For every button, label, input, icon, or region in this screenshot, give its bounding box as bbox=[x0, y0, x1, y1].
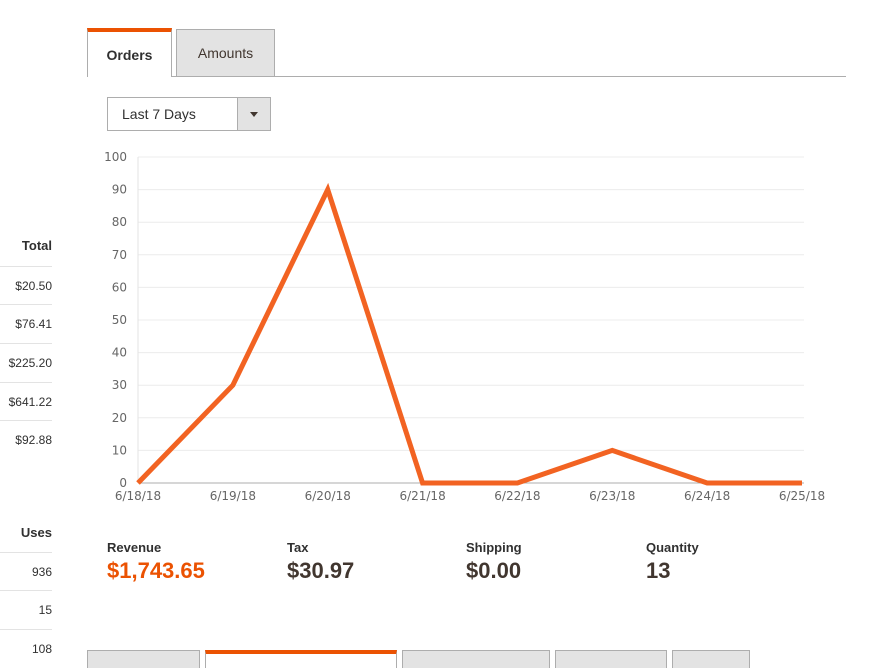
bottom-tab[interactable] bbox=[402, 650, 550, 668]
bottom-tab[interactable] bbox=[672, 650, 750, 668]
y-tick-label: 20 bbox=[112, 411, 127, 425]
tax-label: Tax bbox=[287, 540, 309, 555]
revenue-label: Revenue bbox=[107, 540, 162, 555]
series-line bbox=[136, 182, 802, 486]
x-tick-label: 6/19/18 bbox=[210, 489, 256, 503]
y-tick-label: 100 bbox=[104, 150, 127, 164]
table-cell: $20.50 bbox=[0, 266, 52, 304]
table-cell: 936 bbox=[0, 552, 52, 590]
y-tick-label: 40 bbox=[112, 346, 127, 360]
y-tick-label: 60 bbox=[112, 280, 127, 294]
dropdown-toggle[interactable] bbox=[237, 98, 270, 130]
table-cell: $76.41 bbox=[0, 304, 52, 342]
period-select-value: Last 7 Days bbox=[122, 106, 196, 122]
y-tick-label: 90 bbox=[112, 183, 127, 197]
y-tick-label: 70 bbox=[112, 248, 127, 262]
orders-line-chart: 0 10 20 30 40 50 60 70 80 90 100 6/18/18 6/19/18 6/20… bbox=[104, 150, 825, 503]
bottom-tab-active[interactable] bbox=[205, 650, 397, 668]
table-cell: $641.22 bbox=[0, 382, 52, 420]
table-cell: 15 bbox=[0, 590, 52, 628]
table-cell: 108 bbox=[0, 629, 52, 667]
y-tick-label: 80 bbox=[112, 215, 127, 229]
total-shipping: Shipping $0.00 bbox=[466, 540, 522, 584]
x-tick-label: 6/20/18 bbox=[305, 489, 351, 503]
x-tick-label: 6/22/18 bbox=[494, 489, 540, 503]
quantity-label: Quantity bbox=[646, 540, 699, 555]
y-tick-label: 10 bbox=[112, 443, 127, 457]
x-tick-label: 6/23/18 bbox=[589, 489, 635, 503]
x-tick-label: 6/21/18 bbox=[399, 489, 445, 503]
table-cell: $92.88 bbox=[0, 420, 52, 458]
shipping-label: Shipping bbox=[466, 540, 522, 555]
y-tick-label: 30 bbox=[112, 378, 127, 392]
x-tick-label: 6/24/18 bbox=[684, 489, 730, 503]
bottom-tab[interactable] bbox=[87, 650, 200, 668]
tab-orders[interactable]: Orders bbox=[87, 28, 172, 77]
chart-tabs: Orders Amounts bbox=[87, 28, 846, 77]
tax-value: $30.97 bbox=[287, 558, 355, 583]
tab-amounts[interactable]: Amounts bbox=[176, 29, 275, 76]
x-tick-label: 6/25/18 bbox=[779, 489, 825, 503]
total-quantity: Quantity 13 bbox=[646, 540, 699, 584]
y-tick-label: 0 bbox=[119, 476, 127, 490]
dashboard-totals: Revenue $1,743.65 Tax $30.97 Shipping $0… bbox=[107, 540, 847, 600]
quantity-value: 13 bbox=[646, 558, 671, 583]
y-tick-label: 50 bbox=[112, 313, 127, 327]
bottom-tab[interactable] bbox=[555, 650, 667, 668]
table-cell: $225.20 bbox=[0, 343, 52, 381]
revenue-value: $1,743.65 bbox=[107, 558, 205, 583]
total-column-header: Total bbox=[21, 238, 52, 253]
shipping-value: $0.00 bbox=[466, 558, 522, 583]
period-select[interactable]: Last 7 Days bbox=[107, 97, 271, 131]
uses-column-header: Uses bbox=[20, 525, 52, 540]
chevron-down-icon bbox=[250, 111, 258, 117]
total-revenue: Revenue $1,743.65 bbox=[107, 540, 205, 584]
total-tax: Tax $30.97 bbox=[287, 540, 354, 584]
x-tick-label: 6/18/18 bbox=[115, 489, 161, 503]
